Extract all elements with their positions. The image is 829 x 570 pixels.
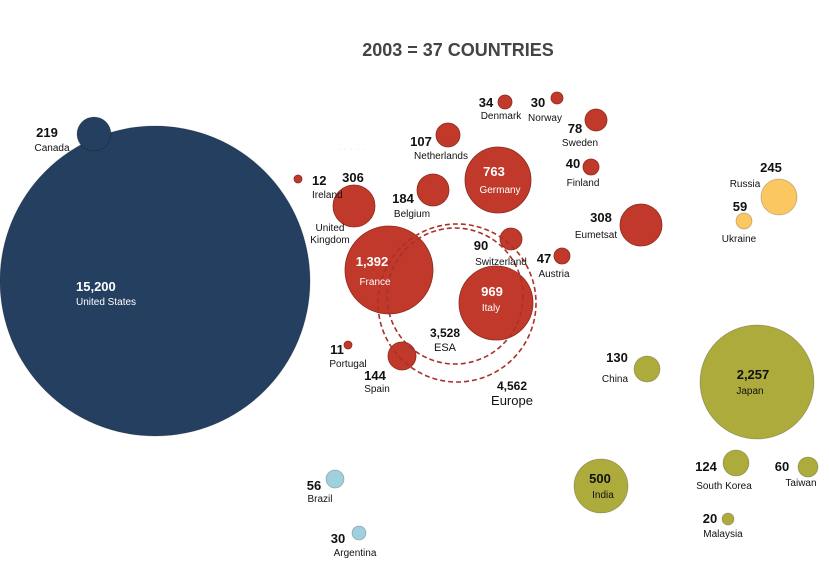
name-label-norway: Norway xyxy=(528,113,562,124)
name-label-taiwan: Taiwan xyxy=(785,478,816,489)
value-label-south-korea: 124 xyxy=(695,459,717,474)
value-label-malaysia: 20 xyxy=(703,511,717,526)
value-label-taiwan: 60 xyxy=(775,459,789,474)
value-label-brazil: 56 xyxy=(307,478,321,493)
group-ring-layer xyxy=(377,223,537,383)
bubble-italy xyxy=(458,265,534,341)
bubble-eumetsat xyxy=(619,203,663,247)
value-label-japan: 2,257 xyxy=(737,367,770,382)
value-label-denmark: 34 xyxy=(479,95,494,110)
bubble-sweden xyxy=(584,108,608,132)
bubble-united-kingdom xyxy=(332,184,376,228)
value-label-eumetsat: 308 xyxy=(590,210,612,225)
name-label-sweden: Sweden xyxy=(562,138,598,149)
name-label-portugal: Portugal xyxy=(329,359,366,370)
name-label-italy: Italy xyxy=(482,303,500,314)
value-label-belgium: 184 xyxy=(392,191,414,206)
bubble-ukraine xyxy=(735,212,753,230)
value-label-finland: 40 xyxy=(566,156,580,171)
bubble-layer xyxy=(0,91,819,541)
name-label-belgium: Belgium xyxy=(394,209,430,220)
group-name-europe: Europe xyxy=(491,393,533,408)
name-label-finland: Finland xyxy=(567,178,600,189)
group-value-europe: 4,562 xyxy=(497,379,527,393)
bubble-united-states xyxy=(0,125,311,437)
bubble-south-korea xyxy=(722,449,750,477)
value-label-portugal: 11 xyxy=(330,342,344,357)
bubble-taiwan xyxy=(797,456,819,478)
bubble-finland xyxy=(582,158,600,176)
bubble-brazil xyxy=(325,469,345,489)
name-label-india: India xyxy=(592,490,614,501)
name-label-canada: Canada xyxy=(34,143,69,154)
europe-ring xyxy=(377,223,537,383)
value-label-united-kingdom: 306 xyxy=(342,170,364,185)
name-label-austria: Austria xyxy=(538,269,570,280)
bubble-denmark xyxy=(497,94,513,110)
value-label-india: 500 xyxy=(589,471,611,486)
value-label-france: 1,392 xyxy=(356,254,389,269)
name-label-germany: Germany xyxy=(479,185,520,196)
bubble-ireland xyxy=(293,174,303,184)
value-label-netherlands: 107 xyxy=(410,134,432,149)
value-label-russia: 245 xyxy=(760,160,782,175)
group-value-esa: 3,528 xyxy=(430,326,460,340)
name-label-russia: Russia xyxy=(730,179,761,190)
name-label-eumetsat: Eumetsat xyxy=(575,230,617,241)
name-label-brazil: Brazil xyxy=(307,494,332,505)
bubble-argentina xyxy=(351,525,367,541)
bubble-netherlands xyxy=(435,122,461,148)
bubble-belgium xyxy=(416,173,450,207)
faint-label: · · · · · xyxy=(338,146,366,153)
value-label-germany: 763 xyxy=(483,164,505,179)
bubble-france xyxy=(344,225,434,315)
bubble-china xyxy=(633,355,661,383)
chart-title: 2003 = 37 COUNTRIES xyxy=(362,40,554,60)
bubble-portugal xyxy=(343,340,353,350)
name-label-malaysia: Malaysia xyxy=(703,529,743,540)
name-label-china: China xyxy=(602,374,629,385)
name-label-japan: Japan xyxy=(736,386,763,397)
bubble-russia xyxy=(760,178,798,216)
group-name-esa: ESA xyxy=(434,342,457,354)
value-label-italy: 969 xyxy=(481,284,503,299)
bubble-norway xyxy=(550,91,564,105)
value-label-united-states: 15,200 xyxy=(76,279,116,294)
name-label-denmark: Denmark xyxy=(481,111,523,122)
name-label-united-states: United States xyxy=(76,297,136,308)
name-label-netherlands: Netherlands xyxy=(414,151,468,162)
esa-ring xyxy=(386,227,524,365)
value-label-spain: 144 xyxy=(364,368,386,383)
bubble-spain xyxy=(387,341,417,371)
bubble-switzerland xyxy=(499,227,523,251)
name-label-ukraine: Ukraine xyxy=(722,234,757,245)
value-label-sweden: 78 xyxy=(568,121,582,136)
value-label-canada: 219 xyxy=(36,125,58,140)
bubble-india xyxy=(573,458,629,514)
name-label-ireland: Ireland xyxy=(312,190,343,201)
name-label-switzerland: Switzerland xyxy=(475,257,527,268)
bubble-canada xyxy=(76,116,112,152)
value-label-switzerland: 90 xyxy=(474,238,488,253)
name-label-united-kingdom: United Kingdom xyxy=(310,223,349,246)
bubble-malaysia xyxy=(721,512,735,526)
name-label-france: France xyxy=(359,277,391,288)
value-label-austria: 47 xyxy=(537,251,551,266)
name-label-argentina: Argentina xyxy=(334,548,377,559)
name-label-spain: Spain xyxy=(364,384,390,395)
value-label-china: 130 xyxy=(606,350,628,365)
name-label-south-korea: South Korea xyxy=(696,481,752,492)
value-label-argentina: 30 xyxy=(331,531,345,546)
value-label-ukraine: 59 xyxy=(733,199,747,214)
bubble-austria xyxy=(553,247,571,265)
bubble-japan xyxy=(699,324,815,440)
value-label-ireland: 12 xyxy=(312,173,326,188)
bubble-germany xyxy=(464,146,532,214)
value-label-norway: 30 xyxy=(531,95,545,110)
